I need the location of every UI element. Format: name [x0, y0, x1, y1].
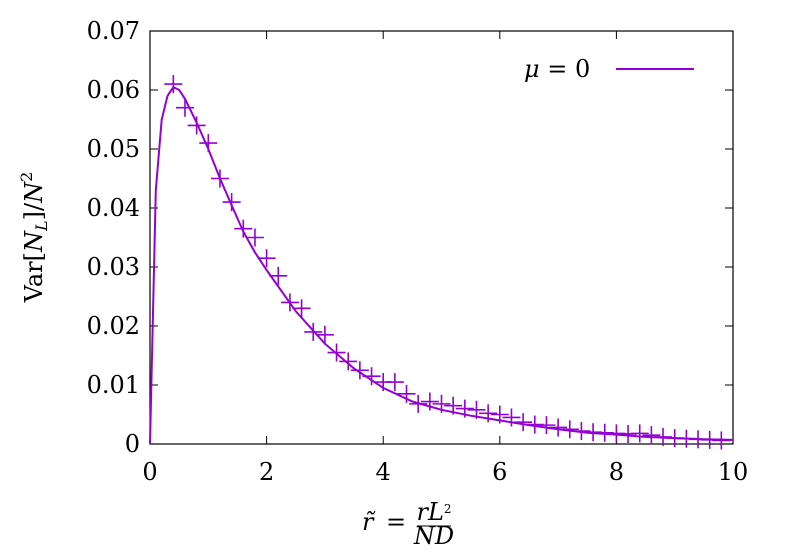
series-line-mu-0 — [149, 85, 734, 445]
x-axis-ticks: 0 2 4 6 8 10 — [142, 31, 748, 486]
data-point-plus — [222, 193, 241, 212]
data-point-plus — [560, 420, 579, 439]
data-point-plus — [350, 361, 369, 380]
data-point-plus — [292, 299, 311, 318]
y-axis-label: Var[NL]/N2 — [17, 172, 51, 304]
data-point-plus — [257, 249, 276, 268]
data-point-plus — [712, 431, 731, 450]
legend: μ = 0 — [524, 55, 694, 83]
data-point-plus — [234, 219, 253, 238]
data-point-plus — [362, 367, 381, 386]
data-point-plus — [514, 413, 533, 432]
x-tick-label: 4 — [376, 458, 391, 486]
data-point-plus — [327, 343, 346, 362]
data-point-plus — [455, 399, 474, 418]
data-point-plus — [339, 352, 358, 371]
data-point-plus — [385, 373, 404, 392]
y-tick-label: 0.06 — [87, 76, 140, 104]
x-tick-label: 10 — [718, 458, 749, 486]
data-point-plus — [420, 392, 439, 411]
y-axis-ticks: 0 0.01 0.02 0.03 0.04 0.05 0.06 0.07 — [87, 17, 733, 458]
y-tick-label: 0.05 — [87, 135, 140, 163]
data-point-plus — [280, 293, 299, 312]
x-tick-label: 8 — [609, 458, 624, 486]
y-tick-label: 0.02 — [87, 312, 140, 340]
x-tick-label: 0 — [142, 458, 157, 486]
svg-text:=: = — [386, 508, 406, 536]
data-point-plus — [479, 404, 498, 423]
data-point-plus — [467, 400, 486, 419]
data-point-plus — [210, 169, 229, 188]
y-tick-label: 0.04 — [87, 194, 140, 222]
data-point-plus — [304, 322, 323, 341]
data-point-plus — [175, 98, 194, 117]
x-tick-label: 6 — [492, 458, 507, 486]
data-point-plus — [642, 426, 661, 445]
data-point-plus — [549, 418, 568, 437]
svg-text:r̃: r̃ — [362, 508, 376, 536]
y-tick-label: 0.01 — [87, 371, 140, 399]
data-point-plus — [199, 134, 218, 153]
data-point-plus — [397, 384, 416, 403]
svg-text:ND: ND — [413, 522, 454, 550]
data-point-plus — [409, 394, 428, 413]
plot-frame — [149, 30, 734, 445]
legend-label: μ = 0 — [524, 55, 590, 83]
x-axis-label: r̃ = rL2 ND — [362, 498, 454, 550]
data-point-plus — [245, 228, 264, 247]
series-layer — [149, 75, 734, 450]
data-point-plus — [432, 394, 451, 413]
data-point-plus — [490, 405, 509, 424]
y-tick-label: 0 — [125, 430, 140, 458]
data-point-plus — [654, 427, 673, 446]
y-tick-label: 0.03 — [87, 253, 140, 281]
data-point-plus — [164, 75, 183, 94]
data-point-plus — [537, 416, 556, 435]
plot-border — [149, 30, 734, 445]
data-point-plus — [630, 424, 649, 443]
svg-text:Var[NL]/N2: Var[NL]/N2 — [17, 172, 51, 304]
data-point-plus — [572, 422, 591, 441]
data-point-plus — [502, 408, 521, 427]
data-point-plus — [315, 325, 334, 344]
data-point-plus — [444, 396, 463, 415]
data-point-plus — [187, 116, 206, 135]
y-tick-label: 0.07 — [87, 17, 140, 45]
x-tick-label: 2 — [259, 458, 274, 486]
data-point-plus — [269, 266, 288, 285]
